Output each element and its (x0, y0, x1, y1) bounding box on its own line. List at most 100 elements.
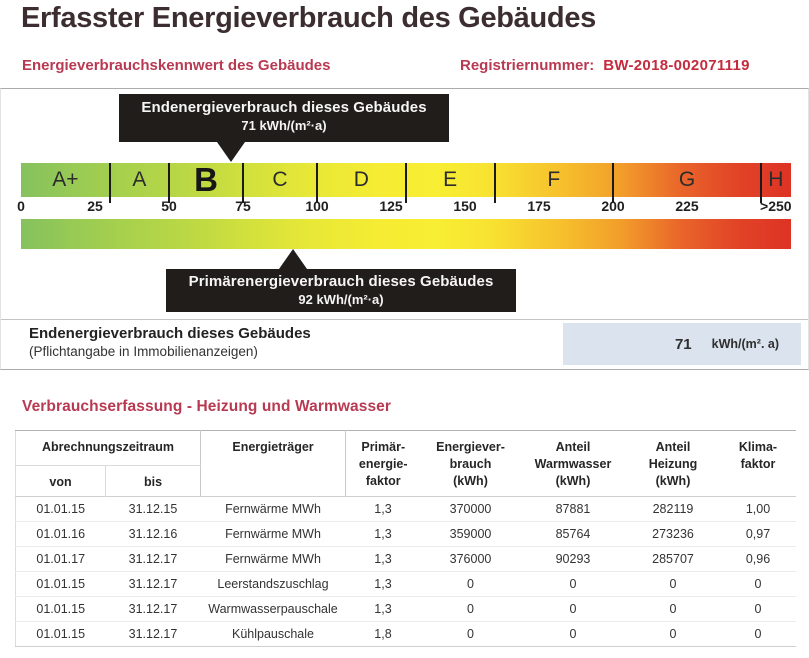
scale-tick-label: 175 (527, 198, 551, 214)
col-header-energieverbrauch: Energiever- brauch (kWh) (436, 440, 505, 488)
scale-band-letter-G: G (678, 168, 696, 191)
consumption-table-body: 01.01.15 31.12.15 Fernwärme MWh 1,3 370000 87… (15, 496, 796, 647)
panel-divider (1, 319, 808, 320)
table-cell: 0 (520, 571, 626, 597)
final-energy-value-box: 71 kWh/(m². a) (563, 323, 801, 365)
primary-energy-callout-value: 92 kWh/(m²·a) (298, 292, 384, 307)
scale-band-letter-E: E (443, 168, 458, 191)
table-cell: 0 (420, 571, 521, 597)
scale-divider (316, 163, 318, 203)
scale-band-letter-B: B (194, 161, 218, 198)
table-cell: Leerstandszuschlag (200, 571, 346, 597)
table-row: 01.01.15 31.12.15 Fernwärme MWh 1,3 370000 87… (15, 496, 796, 522)
table-cell: 282119 (625, 496, 721, 522)
scale-divider (612, 163, 614, 203)
consumption-table: Abrechnungszeitraum Energieträger Primär… (15, 430, 796, 647)
scale-tick-label: 25 (87, 198, 103, 214)
table-cell: 31.12.16 (105, 521, 201, 547)
scale-band-letter-D: D (353, 168, 369, 191)
table-cell: 01.01.15 (15, 571, 106, 597)
table-cell: 01.01.15 (15, 596, 106, 622)
table-cell: Warmwasserpauschale (200, 596, 346, 622)
table-cell: 31.12.15 (105, 496, 201, 522)
col-header-anteil-warmwasser: Anteil Warmwasser (kWh) (534, 440, 612, 488)
table-cell: 0 (625, 596, 721, 622)
end-energy-callout-title: Endenergieverbrauch dieses Gebäudes (141, 99, 427, 116)
table-cell: 0 (420, 596, 521, 622)
scale-tick-label: >250 (760, 198, 792, 214)
scale-divider (404, 163, 407, 203)
end-energy-pointer-icon (217, 142, 246, 162)
scale-tick-label: 150 (453, 198, 477, 214)
table-cell: 1,3 (345, 596, 421, 622)
table-cell: 0 (720, 621, 796, 647)
primary-energy-pointer-icon (279, 249, 308, 269)
table-cell: 0,96 (720, 546, 796, 572)
table-cell: 0,97 (720, 521, 796, 547)
scale-tick-labels: 0 25 50 75 100 125 150 175 200 225 >250 (1, 198, 808, 218)
scale-band-letter-A+: A+ (52, 168, 79, 191)
col-header-primaerenergiefaktor: Primär- energie- faktor (358, 440, 408, 488)
table-cell: 1,8 (345, 621, 421, 647)
table-cell: 01.01.16 (15, 521, 106, 547)
subtitle: Energieverbrauchskennwert des Gebäudes (22, 57, 331, 74)
col-header-von: von (15, 465, 106, 497)
consumption-table-header: Abrechnungszeitraum Energieträger Primär… (15, 430, 796, 497)
scale-tick-label: 225 (675, 198, 699, 214)
scale-divider (760, 163, 762, 203)
table-cell: 31.12.17 (105, 596, 201, 622)
table-cell: 1,3 (345, 496, 421, 522)
table-cell: 31.12.17 (105, 571, 201, 597)
primary-energy-band (21, 219, 791, 249)
table-cell: 0 (420, 621, 521, 647)
scale-tick-label: 0 (17, 198, 25, 214)
table-cell: 273236 (625, 521, 721, 547)
section-title: Verbrauchserfassung - Heizung und Warmwa… (22, 398, 392, 415)
scale-band-letter-C: C (272, 168, 288, 191)
col-header-abrechnungszeitraum: Abrechnungszeitraum (15, 430, 201, 466)
page-title: Erfasster Energieverbrauch des Gebäudes (21, 2, 596, 34)
scale-tick-label: 200 (601, 198, 625, 214)
table-cell: Fernwärme MWh (200, 546, 346, 572)
table-cell: 359000 (420, 521, 521, 547)
table-cell: 1,00 (720, 496, 796, 522)
scale-tick-label: 125 (379, 198, 403, 214)
scale-tick-label: 50 (161, 198, 177, 214)
table-cell: 0 (625, 571, 721, 597)
final-energy-note: (Pflichtangabe in Immobilienanzeigen) (29, 344, 258, 359)
table-cell: Fernwärme MWh (200, 521, 346, 547)
final-energy-value: 71 (674, 335, 692, 353)
table-cell: Kühlpauschale (200, 621, 346, 647)
col-header-anteil-heizung: Anteil Heizung (kWh) (648, 440, 698, 488)
scale-divider (493, 163, 496, 203)
table-cell: 1,3 (345, 571, 421, 597)
energy-scale-panel: Endenergieverbrauch dieses Gebäudes 71 k… (0, 88, 809, 370)
primary-energy-callout-title: Primärenergieverbrauch dieses Gebäudes (188, 273, 494, 290)
table-cell: 376000 (420, 546, 521, 572)
table-cell: 01.01.15 (15, 496, 106, 522)
table-cell: 0 (720, 596, 796, 622)
table-row: 01.01.16 31.12.16 Fernwärme MWh 1,3 359000 85… (15, 521, 796, 547)
scale-band-letter-A: A (132, 168, 147, 191)
scale-divider (242, 163, 244, 203)
final-energy-unit: kWh/(m². a) (711, 337, 779, 351)
efficiency-class-band: A+ A B C D E F G H (21, 161, 791, 203)
scale-divider (108, 163, 111, 203)
table-cell: 87881 (520, 496, 626, 522)
col-header-energietraeger: Energieträger (200, 430, 346, 497)
scale-tick-label: 100 (305, 198, 329, 214)
end-energy-callout-value: 71 kWh/(m²·a) (241, 118, 327, 133)
table-row: 01.01.17 31.12.17 Fernwärme MWh 1,3 376000 90… (15, 546, 796, 572)
table-cell: 0 (520, 621, 626, 647)
table-cell: Fernwärme MWh (200, 496, 346, 522)
final-energy-label: Endenergieverbrauch dieses Gebäudes (29, 325, 311, 342)
table-row: 01.01.15 31.12.17 Leerstandszuschlag 1,3 0 0 0… (15, 571, 796, 597)
table-cell: 90293 (520, 546, 626, 572)
registration: Registriernummer: BW-2018-002071119 (460, 57, 750, 74)
end-energy-callout: Endenergieverbrauch dieses Gebäudes 71 k… (119, 94, 449, 142)
final-energy-labels: Endenergieverbrauch dieses Gebäudes (Pfl… (29, 325, 311, 359)
col-header-bis: bis (105, 465, 201, 497)
col-header-klimafaktor: Klima- faktor (738, 440, 778, 471)
table-row: 01.01.15 31.12.17 Kühlpauschale 1,8 0 0 0 0 (15, 621, 796, 647)
